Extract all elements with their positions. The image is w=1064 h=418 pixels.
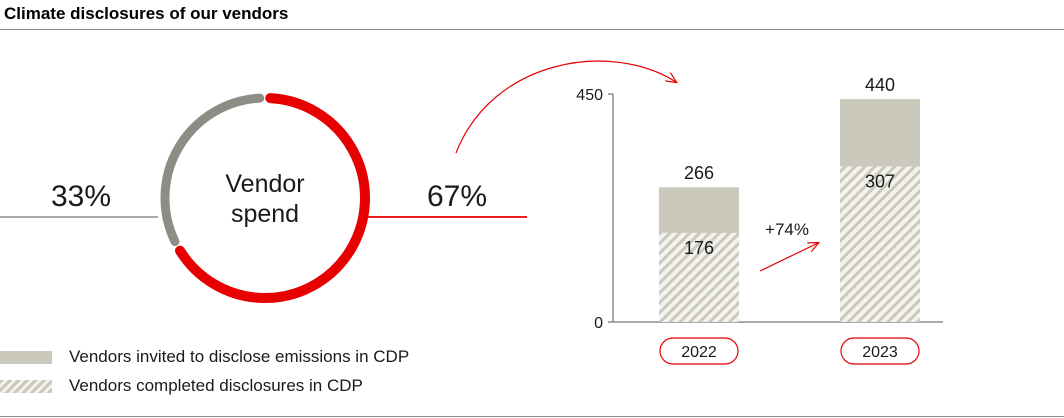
y-axis-ticks: 0 450 xyxy=(576,87,613,332)
donut-segment-grey xyxy=(160,93,265,247)
donut-chart xyxy=(160,93,370,303)
donut-left-percent-label: 33% xyxy=(51,180,111,213)
title-divider xyxy=(0,29,1064,30)
data-label-invited-2023: 440 xyxy=(865,75,895,95)
donut-center-label-line2: spend xyxy=(231,200,299,228)
legend-swatch-invited xyxy=(0,350,52,364)
chart-title: Climate disclosures of our vendors xyxy=(4,4,289,23)
category-pill-2023 xyxy=(840,337,920,365)
y-tick-label: 0 xyxy=(594,315,603,332)
data-label-completed-2022: 176 xyxy=(684,238,714,258)
legend-item-invited: Vendors invited to disclose emissions in… xyxy=(0,347,409,367)
x-tick-label: 2022 xyxy=(681,344,717,361)
x-tick-label: 2023 xyxy=(862,344,898,361)
legend-label-invited: Vendors invited to disclose emissions in… xyxy=(69,347,410,366)
donut-segment-red xyxy=(175,93,370,303)
legend-item-completed: Vendors completed disclosures in CDP xyxy=(0,376,363,396)
data-label-invited-2022: 266 xyxy=(684,163,714,183)
category-pill-2022 xyxy=(659,337,739,365)
legend-swatch-completed xyxy=(0,379,52,393)
data-label-completed-2023: 307 xyxy=(865,171,895,191)
legend-label-completed: Vendors completed disclosures in CDP xyxy=(69,376,363,395)
y-tick-label: 450 xyxy=(576,87,603,104)
connector-arrow xyxy=(455,60,676,154)
bar-series-group: 266 176 2022 440 307 2023 xyxy=(659,75,920,365)
donut-center-label-line1: Vendor xyxy=(225,170,304,198)
bar-completed-2022 xyxy=(659,232,739,322)
growth-arrow xyxy=(759,243,818,272)
bottom-divider xyxy=(0,416,1064,417)
bar-completed-2023 xyxy=(840,166,920,322)
growth-label: +74% xyxy=(765,220,809,239)
donut-right-percent-label: 67% xyxy=(427,180,487,213)
